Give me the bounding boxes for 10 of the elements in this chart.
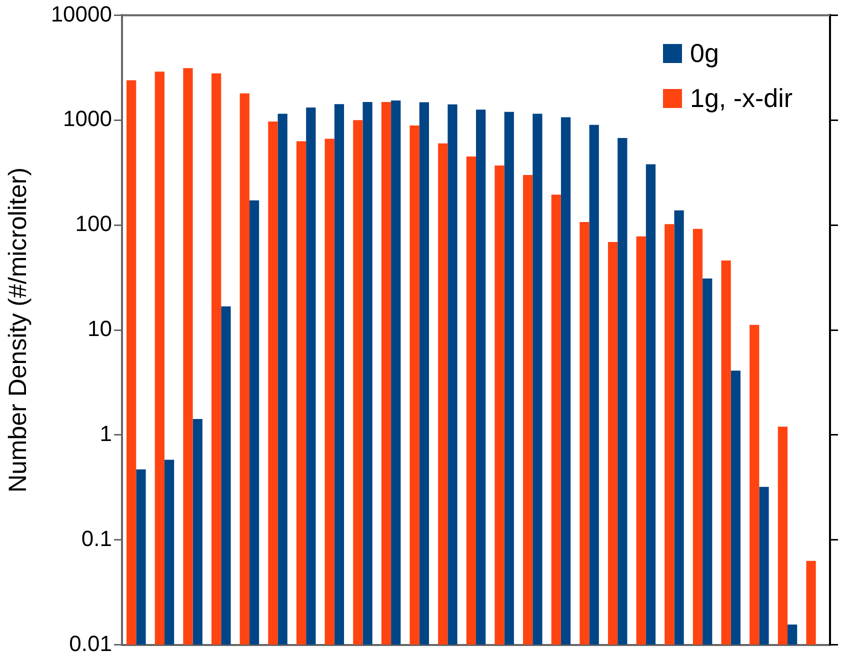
y-tick-label: 0.01	[69, 630, 112, 656]
legend-label: 1g, -x-dir	[690, 83, 793, 114]
y-tick-label: 0.1	[81, 526, 112, 551]
y-tick-label: 100	[75, 211, 112, 236]
y-tick-label: 1000	[63, 106, 112, 132]
y-tick-label: 10	[88, 316, 112, 342]
legend-label: 0g	[690, 38, 719, 69]
y-tick-label: 10000	[50, 1, 112, 26]
y-axis-title: Number Density (#/microliter)	[4, 167, 32, 493]
y-tick-label: 1	[100, 420, 112, 446]
